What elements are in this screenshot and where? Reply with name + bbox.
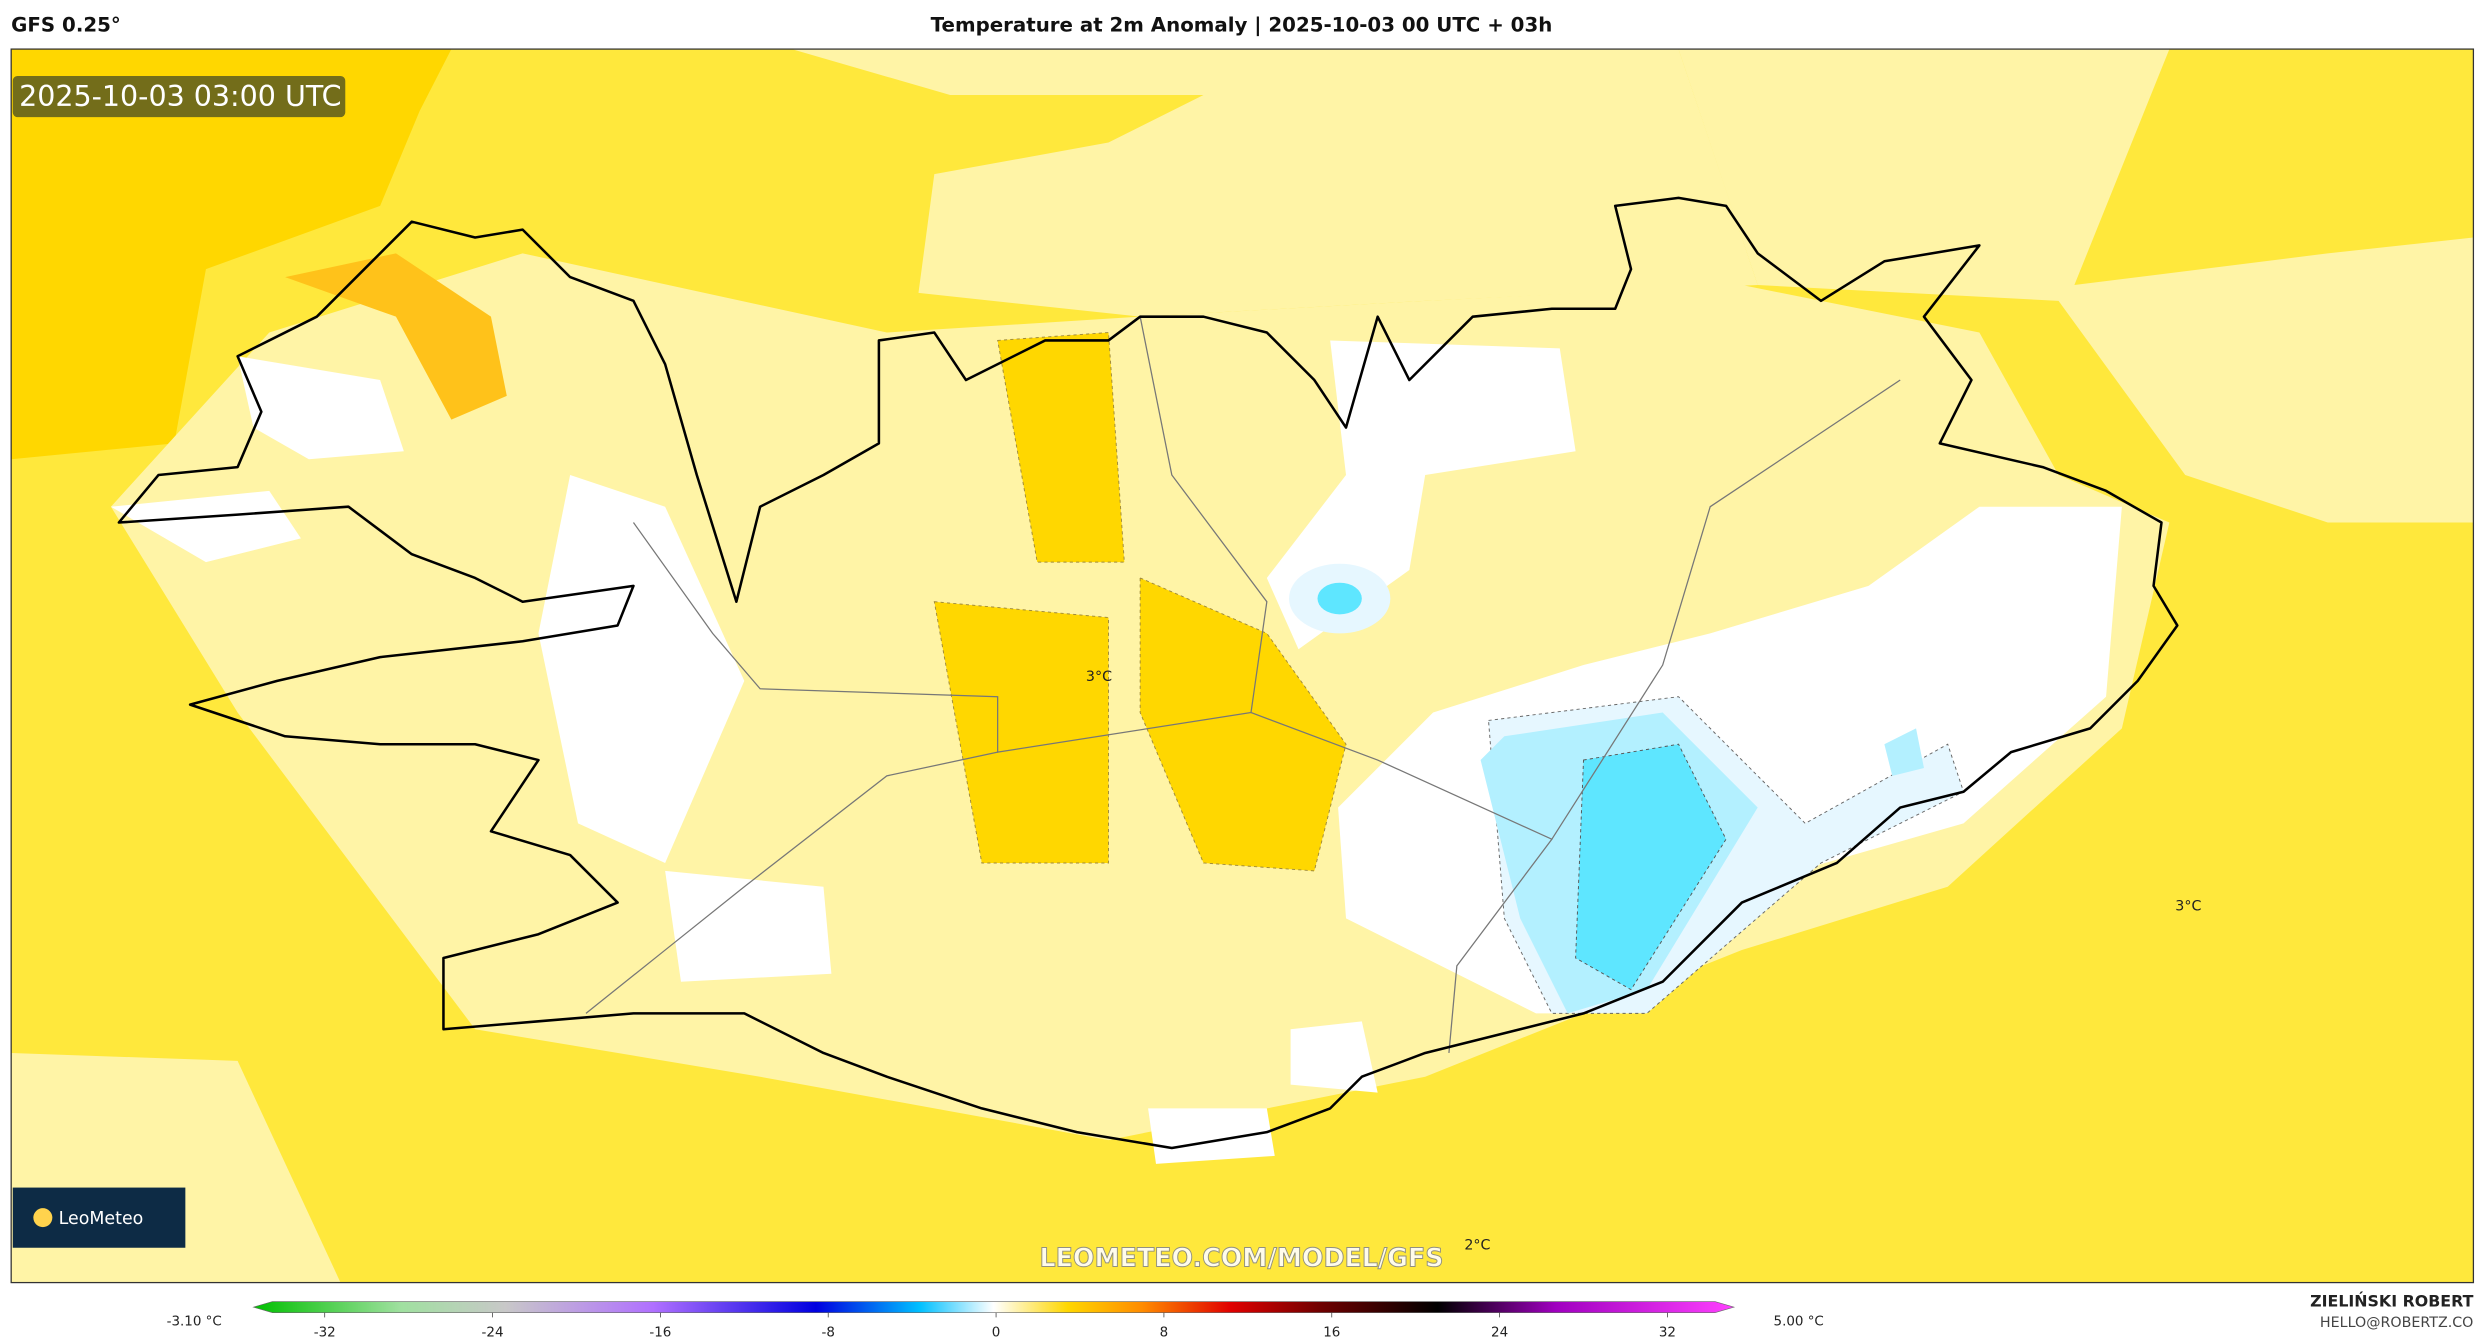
colorbar-max: 5.00 °C: [1774, 1314, 1824, 1329]
region-border: [1139, 316, 1268, 713]
colorbar-min: -3.10 °C: [167, 1314, 222, 1329]
colorbar-tick-label: 16: [1323, 1325, 1340, 1338]
author: ZIELIŃSKI ROBERT: [2310, 1291, 2473, 1310]
region-border: [632, 522, 1553, 1054]
map: 2025-10-03 03:00 UTC 3°C 3°C 2°C LEOMETE…: [10, 48, 2475, 1284]
colorbar-tick-label: 24: [1491, 1325, 1508, 1338]
field-white: [665, 870, 832, 982]
colorbar-bar: [252, 1301, 1736, 1313]
contour-label: 3°C: [1086, 669, 1112, 685]
colorbar-tick-label: 8: [1160, 1325, 1169, 1338]
field-dark: [1139, 577, 1347, 872]
colorbar-tick-label: -32: [314, 1325, 336, 1338]
map-fields: [11, 49, 2474, 1283]
colorbar-tick-label: -16: [649, 1325, 671, 1338]
coastline: [117, 196, 2179, 1150]
field-light: [791, 49, 1758, 317]
email: HELLO@ROBERTZ.CO: [2320, 1315, 2473, 1331]
timestamp-badge: [12, 76, 346, 118]
colorbar-tick-label: 0: [992, 1325, 1001, 1338]
field-light: [1678, 49, 2474, 523]
title: Temperature at 2m Anomaly | 2025-10-03 0…: [931, 14, 1553, 37]
logo-text: LeoMeteo: [59, 1209, 144, 1229]
field-white: [1148, 1108, 1275, 1164]
logo-sun: [33, 1208, 53, 1228]
model-label: GFS 0.25°: [11, 14, 121, 37]
timestamp: 2025-10-03 03:00 UTC: [19, 80, 341, 113]
field-cold: [1575, 743, 1727, 991]
colorbar-ticks: -32 -24 -16 -8 0 8 16 24 32: [314, 1312, 1676, 1338]
colorbar-tick-label: 32: [1659, 1325, 1676, 1338]
region-border: [1551, 379, 1901, 840]
field-white: [110, 490, 301, 563]
field-cold: [1317, 582, 1362, 615]
region-border: [585, 751, 998, 1014]
contour-label: 2°C: [1464, 1237, 1490, 1253]
contour-label: 3°C: [2175, 898, 2201, 914]
map-frame: [10, 48, 2475, 1284]
field-dark: [933, 601, 1109, 864]
colorbar-tick-label: -24: [482, 1325, 504, 1338]
colorbar-tick-label: -8: [822, 1325, 835, 1338]
field-orange: [285, 253, 507, 420]
field-white: [237, 356, 404, 460]
watermark: LEOMETEO.COM/MODEL/GFS: [1039, 1243, 1443, 1273]
field-white: [1290, 1021, 1378, 1093]
field-cold: [1884, 728, 1924, 776]
colorbar: -3.10 °C 5.00 °C -32 -24 -16 -8 0 8 16 24 32: [167, 1301, 1824, 1338]
field-dark: [11, 49, 452, 460]
field-dark: [997, 332, 1125, 563]
field-white: [538, 475, 745, 863]
